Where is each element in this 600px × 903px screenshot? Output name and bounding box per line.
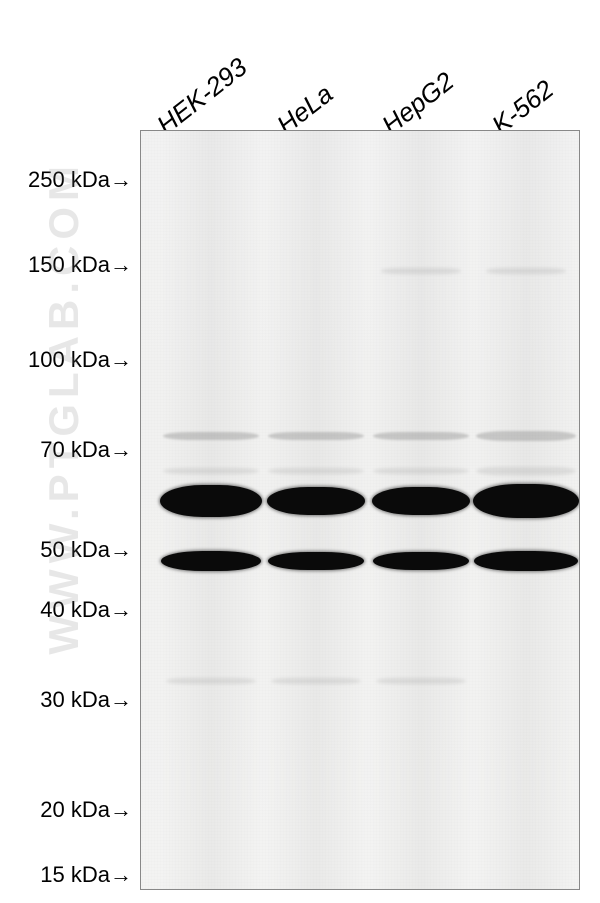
band: [160, 485, 262, 517]
lane-label: HEK-293: [151, 52, 253, 141]
marker-label: 50 kDa→: [40, 537, 132, 563]
band: [381, 268, 461, 274]
band: [268, 432, 364, 440]
western-blot-figure: HEK-293 HeLa HepG2 K-562 250 kDa→ 150 kD…: [0, 0, 600, 903]
lane-labels-row: HEK-293 HeLa HepG2 K-562: [140, 0, 580, 130]
band: [473, 484, 579, 518]
blot-membrane: [140, 130, 580, 890]
marker-label: 40 kDa→: [40, 597, 132, 623]
band: [474, 551, 578, 571]
band: [268, 468, 364, 474]
band: [476, 431, 576, 441]
marker-label: 150 kDa→: [28, 252, 132, 278]
band: [486, 268, 566, 274]
band: [163, 432, 259, 440]
band: [271, 678, 361, 684]
band: [161, 551, 261, 571]
band: [372, 487, 470, 515]
marker-label: 250 kDa→: [28, 167, 132, 193]
band: [373, 432, 469, 440]
band: [373, 552, 469, 570]
band: [376, 678, 466, 684]
band: [268, 552, 364, 570]
marker-label: 30 kDa→: [40, 687, 132, 713]
marker-label: 15 kDa→: [40, 862, 132, 888]
marker-label: 70 kDa→: [40, 437, 132, 463]
band: [373, 468, 469, 474]
band: [163, 468, 259, 474]
marker-label: 100 kDa→: [28, 347, 132, 373]
band: [166, 678, 256, 684]
marker-label: 20 kDa→: [40, 797, 132, 823]
marker-labels-column: 250 kDa→ 150 kDa→ 100 kDa→ 70 kDa→ 50 kD…: [0, 130, 140, 890]
band: [476, 467, 576, 475]
band: [267, 487, 365, 515]
